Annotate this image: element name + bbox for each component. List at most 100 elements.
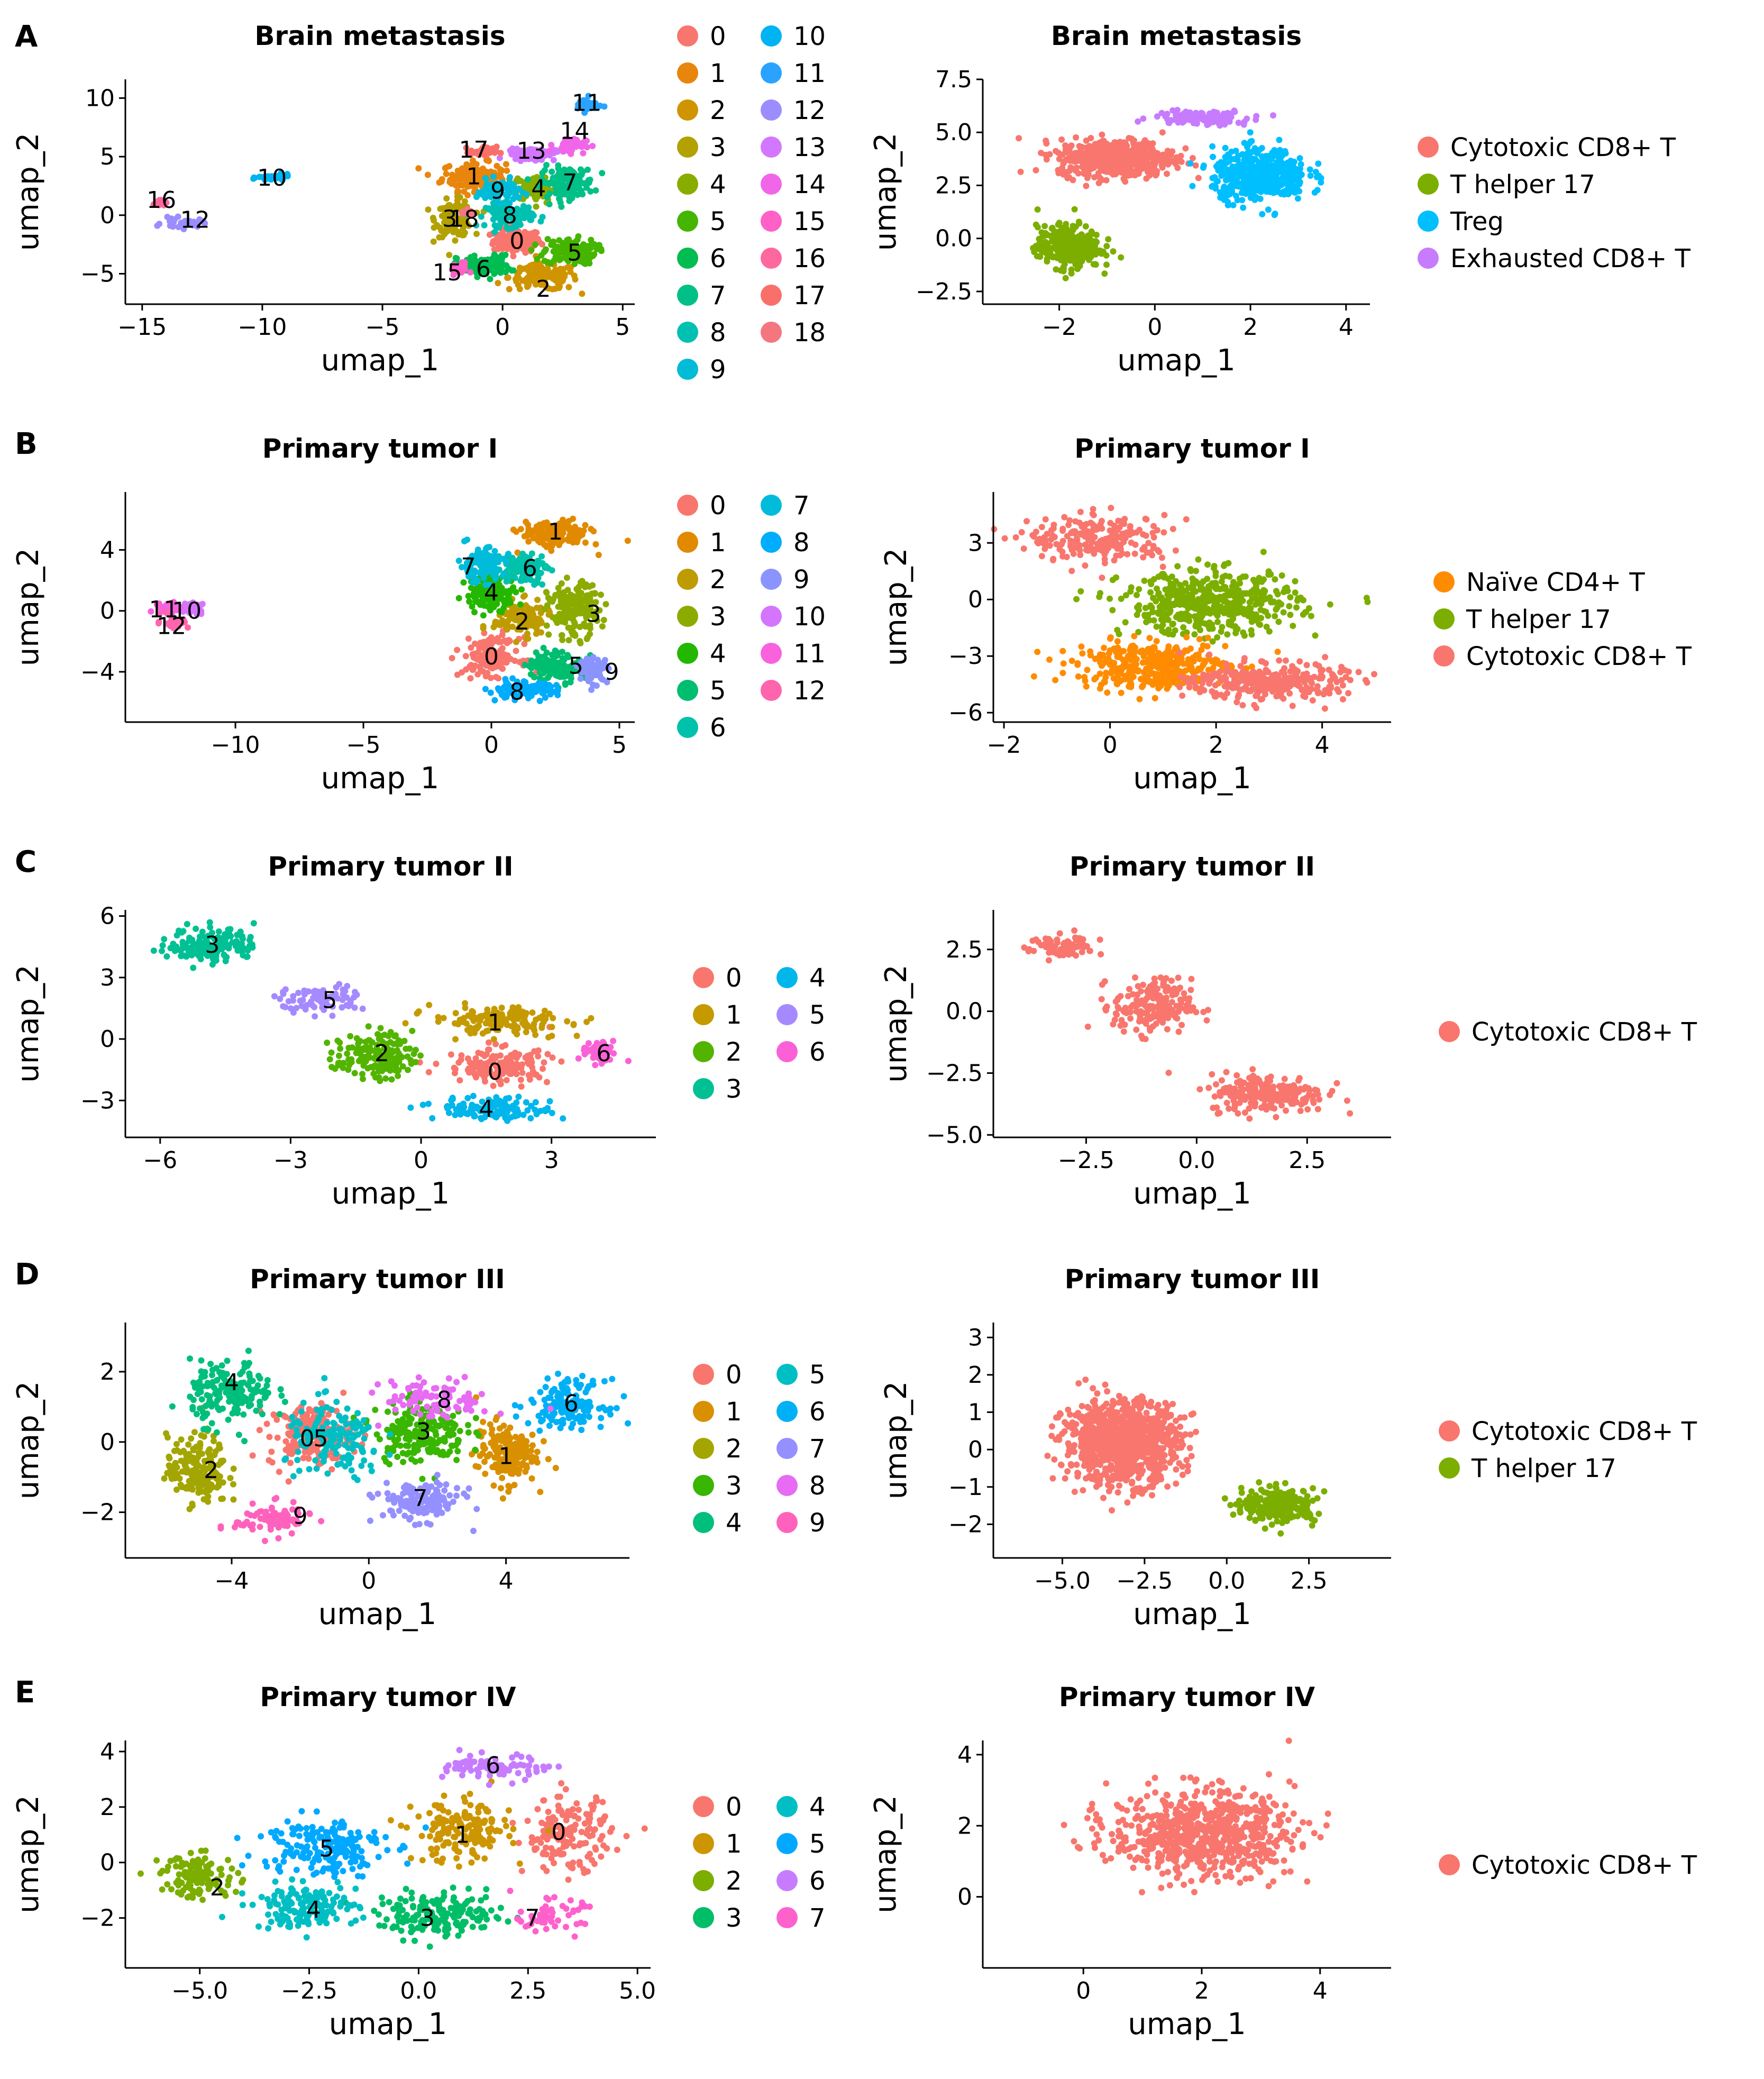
point-cytotoxic-cd8-t — [1183, 516, 1190, 523]
point-cytotoxic-cd8-t — [1089, 165, 1095, 172]
point-6 — [497, 256, 504, 262]
point-3 — [459, 220, 466, 226]
point-cytotoxic-cd8-t — [1093, 153, 1100, 160]
point-cytotoxic-cd8-t — [1061, 514, 1068, 521]
point-6 — [503, 262, 509, 269]
legend-label: 12 — [793, 676, 826, 706]
point-t-helper-17 — [1059, 244, 1066, 251]
point-12 — [154, 222, 161, 229]
cluster-label-6: 6 — [476, 256, 491, 283]
point-t-helper-17 — [1100, 248, 1107, 255]
point-cytotoxic-cd8-t — [1070, 528, 1076, 535]
point-treg — [1229, 165, 1236, 172]
point-0 — [507, 235, 514, 242]
legend-key — [677, 211, 698, 232]
point-14 — [546, 148, 553, 154]
point-cytotoxic-cd8-t — [1055, 170, 1062, 177]
y-tick-label: 10 — [85, 85, 115, 112]
x-tick-label: −15 — [117, 314, 167, 341]
point-0 — [467, 675, 474, 682]
point-7 — [579, 191, 586, 197]
point-3 — [441, 219, 447, 226]
point-3 — [459, 232, 466, 239]
point-cytotoxic-cd8-t — [1158, 554, 1165, 561]
x-axis-label: umap_1 — [321, 343, 440, 378]
x-tick-label: −2 — [1042, 314, 1076, 341]
point-treg — [1290, 161, 1296, 168]
point-cytotoxic-cd8-t — [1100, 153, 1107, 160]
point-treg — [1251, 167, 1258, 174]
point-treg — [1246, 172, 1253, 179]
point-7 — [542, 167, 548, 174]
point-t-helper-17 — [1096, 594, 1103, 600]
point-t-helper-17 — [1039, 249, 1046, 256]
point-5 — [556, 666, 563, 673]
point-0 — [507, 655, 514, 662]
point-3 — [425, 206, 432, 213]
point-exhausted-cd8-t — [1181, 117, 1188, 124]
point-exhausted-cd8-t — [1218, 115, 1225, 121]
point-cytotoxic-cd8-t — [1085, 171, 1092, 178]
x-tick-label: 2 — [1243, 314, 1258, 341]
point-t-helper-17 — [1070, 223, 1076, 230]
point-1 — [443, 164, 450, 171]
legend-label: 18 — [793, 318, 826, 348]
legend-label: 11 — [793, 639, 826, 669]
legend-key — [677, 136, 698, 158]
point-5 — [591, 241, 598, 248]
point-1 — [582, 539, 589, 546]
point-0 — [518, 239, 525, 245]
legend-key — [761, 211, 782, 232]
legend-key — [677, 99, 698, 121]
point-5 — [584, 243, 591, 250]
point-treg — [1215, 161, 1222, 168]
point-3 — [557, 591, 564, 597]
point-t-helper-17 — [1071, 206, 1078, 213]
point-6 — [502, 269, 509, 276]
point-3 — [545, 631, 552, 638]
point-7 — [500, 570, 507, 577]
point-3 — [598, 591, 604, 598]
point-0 — [462, 653, 469, 660]
point-8 — [491, 697, 498, 704]
point-8 — [495, 685, 501, 692]
point-8 — [525, 204, 532, 211]
point-cytotoxic-cd8-t — [1082, 526, 1089, 533]
point-t-helper-17 — [1047, 249, 1054, 256]
point-cytotoxic-cd8-t — [1182, 145, 1189, 152]
point-7 — [491, 548, 498, 554]
point-cytotoxic-cd8-t — [1070, 550, 1077, 557]
point-cytotoxic-cd8-t — [1129, 530, 1136, 536]
legend-key — [677, 248, 698, 269]
point-3 — [434, 222, 441, 229]
point-t-helper-17 — [1063, 221, 1070, 227]
point-t-helper-17 — [1048, 225, 1055, 232]
point-treg — [1210, 153, 1216, 160]
point-cytotoxic-cd8-t — [1056, 156, 1063, 162]
legend-label: 3 — [710, 133, 726, 162]
point-t-helper-17 — [1103, 261, 1110, 268]
point-8 — [502, 686, 509, 692]
point-treg — [1313, 174, 1320, 180]
point-cytotoxic-cd8-t — [1059, 525, 1066, 532]
cluster-label-3: 3 — [587, 600, 601, 627]
point-1 — [523, 518, 529, 525]
point-5 — [553, 653, 560, 660]
point-4 — [514, 178, 521, 185]
point-cytotoxic-cd8-t — [1131, 550, 1138, 557]
point-cytotoxic-cd8-t — [1034, 539, 1040, 545]
point-5 — [565, 258, 572, 265]
point-9 — [480, 190, 487, 197]
point-cytotoxic-cd8-t — [1126, 152, 1132, 158]
legend-key — [761, 606, 782, 627]
point-cytotoxic-cd8-t — [1116, 524, 1123, 531]
chart-title: Primary tumor I — [262, 433, 498, 464]
point-treg — [1247, 129, 1254, 136]
point-8 — [493, 224, 500, 231]
point-treg — [1282, 161, 1288, 168]
point-5 — [544, 236, 551, 242]
cluster-label-6: 6 — [523, 555, 537, 582]
point-2 — [524, 284, 531, 290]
point-3 — [566, 597, 573, 604]
point-5 — [526, 663, 533, 670]
